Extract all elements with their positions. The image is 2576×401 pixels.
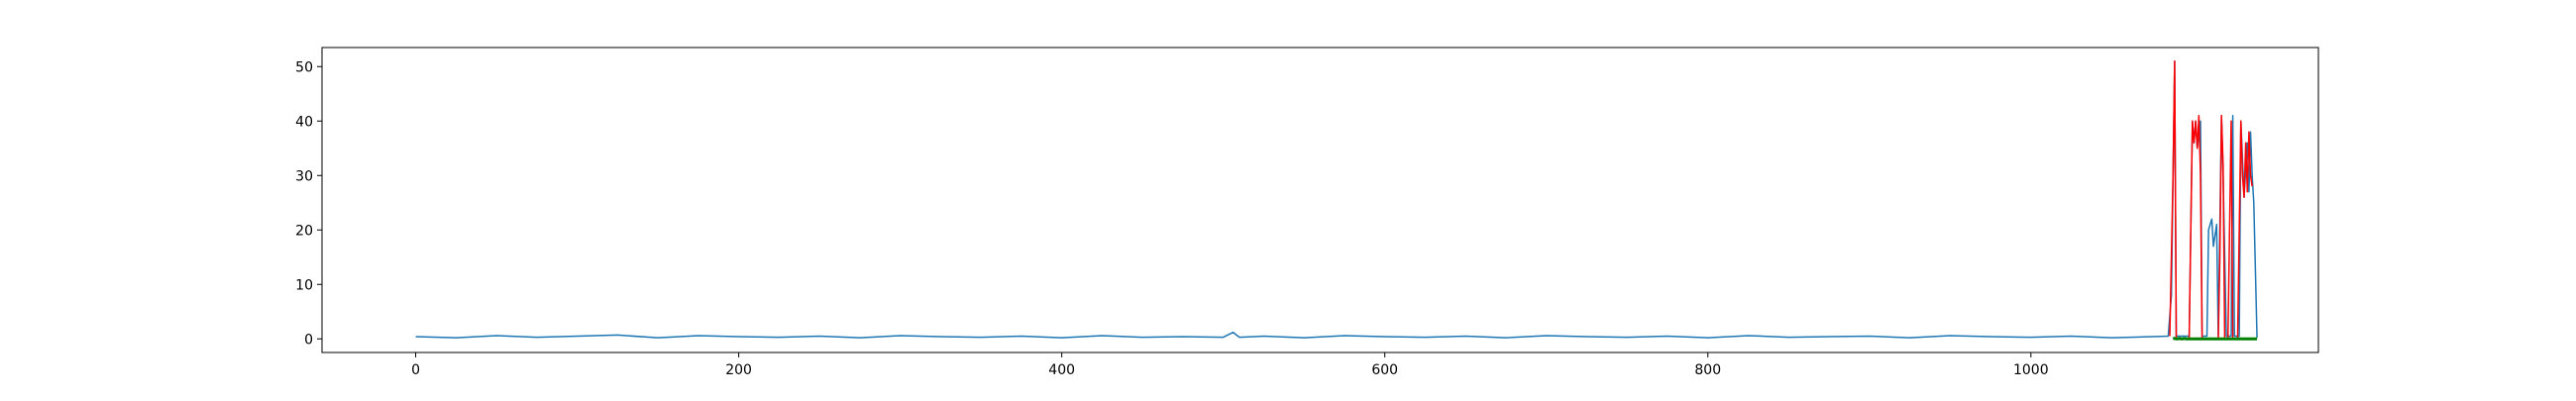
x-tick-label: 1000 — [2013, 362, 2049, 378]
y-tick-label: 50 — [295, 59, 313, 75]
axes-frame — [321, 47, 2319, 353]
y-tick-label: 40 — [295, 114, 313, 130]
x-tick-label: 800 — [1694, 362, 1721, 378]
series-line-anomaly-zero — [2172, 337, 2258, 341]
y-tick-label: 30 — [295, 168, 313, 184]
x-tick-label: 600 — [1371, 362, 1398, 378]
series-line-signal — [415, 60, 2258, 339]
y-tick-label: 20 — [295, 223, 313, 239]
x-tick-label: 0 — [411, 362, 420, 378]
x-tick-label: 200 — [725, 362, 752, 378]
series-layer — [415, 60, 2258, 341]
y-tick-label: 0 — [304, 332, 313, 348]
y-tick-label: 10 — [295, 277, 313, 293]
series-line-anomaly-high — [2169, 60, 2253, 340]
x-tick-label: 400 — [1048, 362, 1075, 378]
axes-layer: 0 200 400 600 800 1000 0 10 20 30 40 50 — [295, 47, 2319, 378]
